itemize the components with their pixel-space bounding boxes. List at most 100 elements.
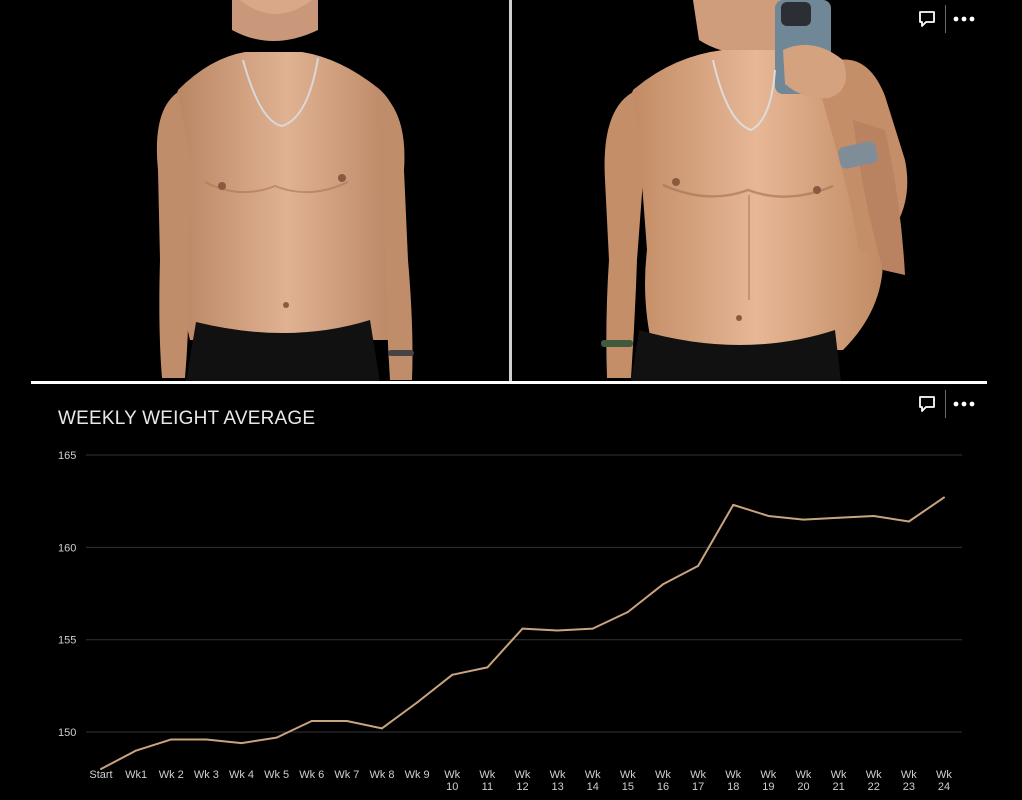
data-point [521, 627, 524, 630]
data-point [943, 496, 945, 499]
chart-actions [915, 390, 976, 418]
x-tick-line: 14 [587, 781, 599, 793]
x-tick-line: Wk [655, 769, 671, 781]
x-tick-label: Wk 14 [585, 769, 601, 793]
x-tick-line: 19 [762, 781, 774, 793]
x-tick-line: Wk [760, 769, 776, 781]
x-tick-line: Wk [866, 769, 882, 781]
data-point [872, 514, 875, 517]
x-tick-label: Wk 10 [444, 769, 460, 793]
series-line [100, 496, 945, 770]
ellipsis-icon[interactable] [952, 7, 976, 31]
x-tick-line: Wk [585, 769, 601, 781]
data-point [205, 738, 208, 741]
data-point [240, 742, 243, 745]
x-tick-label: Wk1 [125, 769, 147, 781]
data-point [451, 673, 454, 676]
weight-chart: WEEKLY WEIGHT AVERAGE 150 155 160 165 Start W… [0, 384, 1022, 800]
x-tick-label: Wk 19 [760, 769, 776, 793]
y-tick-label: 150 [58, 727, 76, 739]
x-tick-label: Wk 15 [620, 769, 636, 793]
x-tick-line: 24 [938, 781, 950, 793]
data-point [767, 514, 770, 517]
x-tick-label: Wk 24 [936, 769, 952, 793]
x-tick-line: Wk 6 [299, 769, 324, 781]
x-tick-line: 12 [516, 781, 528, 793]
x-tick-line: Wk [936, 769, 952, 781]
x-tick-line: 20 [797, 781, 809, 793]
x-tick-line: Wk [515, 769, 531, 781]
speech-bubble-icon[interactable] [915, 7, 939, 31]
x-tick-label: Wk 5 [264, 769, 289, 781]
x-tick-line: Wk [831, 769, 847, 781]
x-tick-line: 21 [833, 781, 845, 793]
x-tick-line: 10 [446, 781, 458, 793]
x-tick-line: Wk [550, 769, 566, 781]
data-point [381, 727, 383, 730]
x-tick-label: Wk 21 [831, 769, 847, 793]
x-tick-label: Wk 8 [369, 769, 394, 781]
data-point [697, 564, 700, 567]
action-separator [945, 390, 946, 418]
x-tick-line: 22 [868, 781, 880, 793]
before-body-illustration [156, 0, 414, 382]
chart-plot: 150 155 160 165 Start Wk1 Wk 2 Wk 3 Wk 4 Wk 5 Wk 6… [58, 450, 962, 793]
data-point [100, 768, 102, 770]
x-tick-label: Wk 3 [194, 769, 219, 781]
x-tick-line: Wk1 [125, 769, 147, 781]
after-photo [513, 0, 1022, 382]
x-tick-line: 15 [622, 781, 634, 793]
chart-title: WEEKLY WEIGHT AVERAGE [58, 408, 316, 429]
data-point [416, 701, 419, 704]
x-tick-label: Wk 4 [229, 769, 254, 781]
data-point [732, 503, 735, 506]
x-tick-label: Start [89, 769, 112, 781]
data-point [556, 629, 559, 632]
x-tick-label: Wk 20 [796, 769, 812, 793]
photo-actions [915, 5, 976, 33]
data-point [626, 611, 629, 613]
x-tick-line: 13 [552, 781, 564, 793]
y-tick-label: 160 [58, 542, 76, 554]
x-tick-label: Wk 23 [901, 769, 917, 793]
data-point [907, 520, 910, 523]
data-point [275, 736, 278, 739]
x-tick-label: Wk 6 [299, 769, 324, 781]
section-divider [31, 381, 987, 384]
x-tick-line: 16 [657, 781, 669, 793]
x-tick-label: Wk 7 [334, 769, 359, 781]
data-point [135, 749, 138, 752]
action-separator [945, 5, 946, 33]
x-tick-line: Wk 2 [159, 769, 184, 781]
x-tick-line: 23 [903, 781, 915, 793]
photo-divider [509, 0, 512, 382]
data-point [662, 583, 664, 586]
x-tick-line: Wk 9 [405, 769, 430, 781]
after-body-illustration [601, 0, 908, 382]
x-tick-line: Wk [620, 769, 636, 781]
data-point [345, 719, 348, 722]
data-point [591, 627, 594, 630]
data-point [486, 666, 489, 669]
x-tick-label: Wk 11 [479, 769, 495, 793]
x-tick-line: Wk [725, 769, 741, 781]
x-tick-line: Wk [796, 769, 812, 781]
x-tick-line: Wk 5 [264, 769, 289, 781]
x-tick-line: Wk [901, 769, 917, 781]
x-tick-label: Wk 13 [550, 769, 566, 793]
ellipsis-icon[interactable] [952, 392, 976, 416]
x-tick-label: Wk 2 [159, 769, 184, 781]
x-tick-line: Wk 3 [194, 769, 219, 781]
x-tick-line: 17 [692, 781, 704, 793]
data-point [837, 516, 840, 519]
x-tick-label: Wk 16 [655, 769, 671, 793]
x-tick-label: Wk 17 [690, 769, 706, 793]
data-point [802, 518, 805, 521]
x-tick-label: Wk 18 [725, 769, 741, 793]
x-tick-label: Wk 9 [405, 769, 430, 781]
x-tick-line: Wk 8 [369, 769, 394, 781]
speech-bubble-icon[interactable] [915, 392, 939, 416]
x-tick-line: Start [89, 769, 112, 781]
x-tick-line: 18 [727, 781, 739, 793]
y-tick-label: 155 [58, 635, 76, 647]
